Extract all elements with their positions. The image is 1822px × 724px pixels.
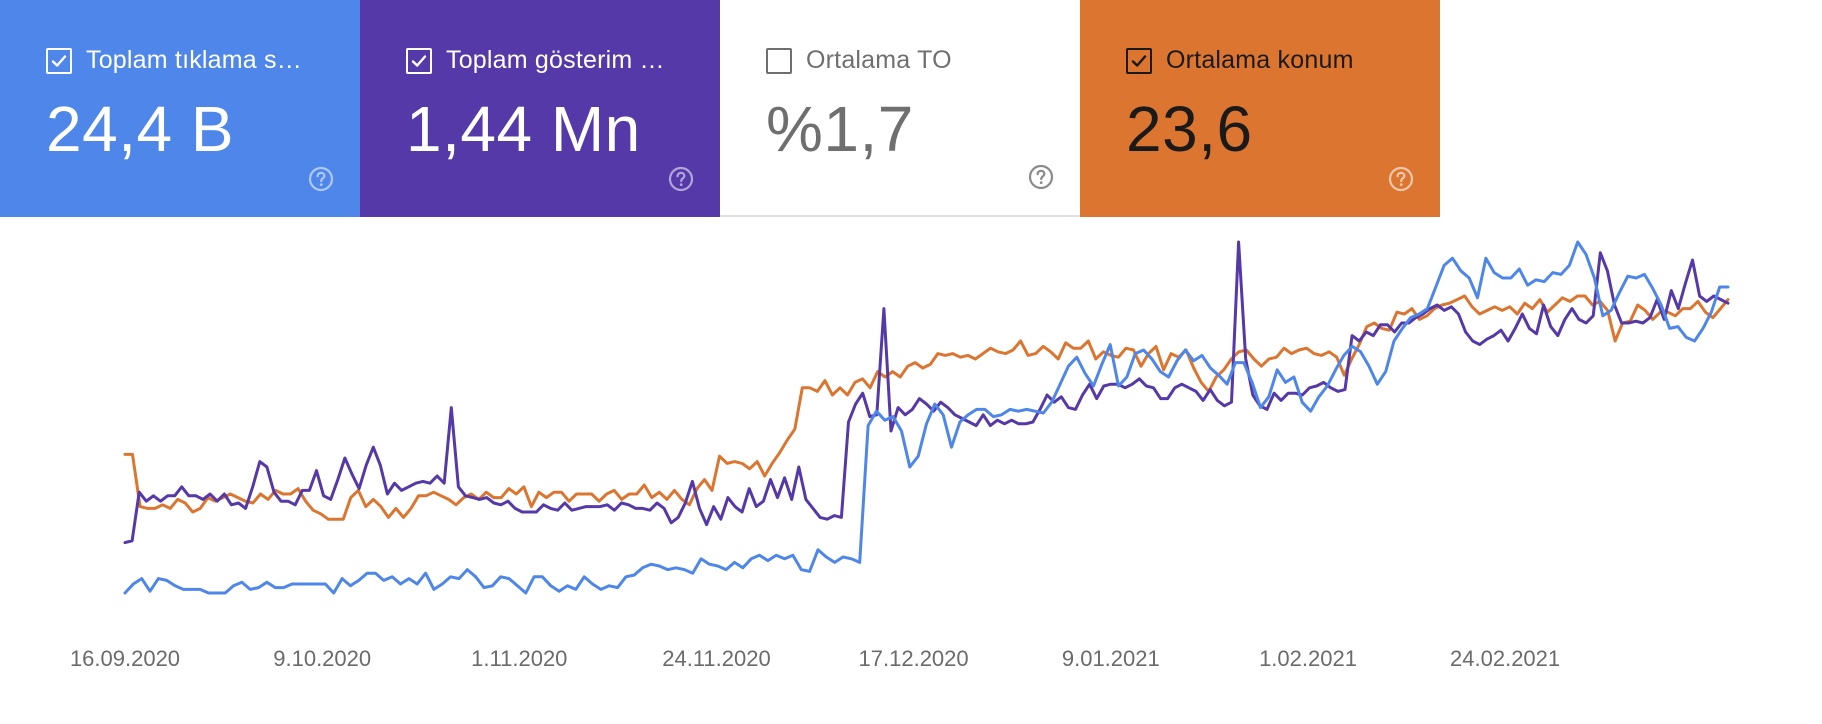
- x-tick-label: 16.09.2020: [70, 646, 180, 671]
- x-axis-ticks: 16.09.2020 9.10.2020 1.11.2020 24.11.2020 17…: [70, 646, 1560, 671]
- x-tick-label: 1.11.2020: [471, 646, 567, 671]
- series-layer: [123, 240, 1730, 595]
- series-line-0: [123, 294, 1730, 521]
- metric-card-header: Toplam gösterim …: [406, 46, 706, 75]
- help-icon[interactable]: [1028, 164, 1054, 190]
- metric-label: Ortalama TO: [806, 46, 952, 74]
- metric-label: Ortalama konum: [1166, 46, 1354, 74]
- series-line-2: [123, 240, 1730, 595]
- checkbox-checked-icon[interactable]: [1126, 47, 1152, 74]
- checkbox-checked-icon[interactable]: [406, 47, 432, 74]
- metric-value: 1,44 Mn: [406, 93, 641, 165]
- metric-card-header: Ortalama konum: [1126, 46, 1426, 75]
- metric-card-impressions[interactable]: Toplam gösterim … 1,44 Mn: [360, 0, 720, 217]
- checkbox-checked-icon[interactable]: [46, 47, 72, 74]
- x-tick-label: 9.01.2021: [1062, 646, 1160, 671]
- metric-value: 23,6: [1126, 93, 1253, 165]
- help-icon[interactable]: [668, 166, 694, 192]
- metric-label: Toplam gösterim …: [446, 46, 665, 74]
- series-line-1: [123, 240, 1730, 545]
- x-tick-label: 24.02.2021: [1450, 646, 1560, 671]
- metric-value: %1,7: [766, 93, 914, 165]
- metric-value: 24,4 B: [46, 93, 235, 165]
- x-tick-label: 17.12.2020: [859, 646, 969, 671]
- metric-card-ctr[interactable]: Ortalama TO %1,7: [720, 0, 1080, 217]
- metric-card-position[interactable]: Ortalama konum 23,6: [1080, 0, 1440, 217]
- metric-card-header: Ortalama TO: [766, 46, 1066, 75]
- help-icon[interactable]: [1388, 166, 1414, 192]
- metric-card-header: Toplam tıklama s…: [46, 46, 346, 75]
- help-icon[interactable]: [308, 166, 334, 192]
- metric-card-clicks[interactable]: Toplam tıklama s… 24,4 B: [0, 0, 360, 217]
- metric-label: Toplam tıklama s…: [86, 46, 302, 74]
- x-tick-label: 9.10.2020: [273, 646, 371, 671]
- performance-line-chart: 16.09.2020 9.10.2020 1.11.2020 24.11.2020 17…: [70, 240, 1730, 671]
- x-tick-label: 24.11.2020: [662, 646, 770, 671]
- metric-cards: Toplam tıklama s… 24,4 B Toplam gösterim…: [0, 0, 1440, 217]
- checkbox-unchecked-icon[interactable]: [766, 47, 792, 74]
- x-tick-label: 1.02.2021: [1259, 646, 1357, 671]
